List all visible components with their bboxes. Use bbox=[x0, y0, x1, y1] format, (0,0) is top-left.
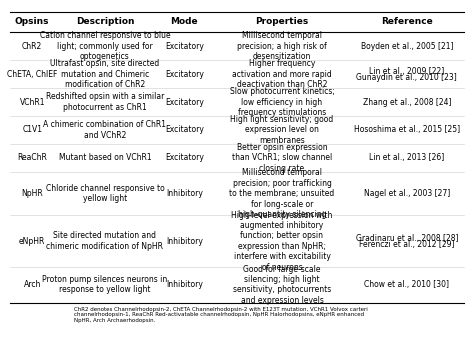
Bar bbox=[9, 116, 464, 144]
Bar bbox=[9, 215, 464, 267]
Text: Chow et al., 2010 [30]: Chow et al., 2010 [30] bbox=[365, 280, 449, 289]
Text: Ultrafast opsin, site directed
mutation and Chimeric
modification of ChR2: Ultrafast opsin, site directed mutation … bbox=[50, 59, 160, 89]
Text: Inhibitory: Inhibitory bbox=[166, 237, 203, 246]
Text: ReaChR: ReaChR bbox=[18, 154, 47, 162]
Text: eNpHR: eNpHR bbox=[19, 237, 46, 246]
Text: Mode: Mode bbox=[171, 17, 198, 27]
Text: Excitatory: Excitatory bbox=[165, 70, 204, 79]
Text: Proton pump silences neurons in
response to yellow light: Proton pump silences neurons in response… bbox=[42, 275, 167, 294]
Text: ChR2: ChR2 bbox=[22, 42, 42, 51]
Text: Millisecond temporal
precision; poor trafficking
to the membrane; unsuited
for l: Millisecond temporal precision; poor tra… bbox=[229, 168, 335, 219]
Text: VChR1: VChR1 bbox=[19, 98, 45, 107]
Text: Reference: Reference bbox=[381, 17, 433, 27]
Bar bbox=[9, 144, 464, 172]
Text: Slow photocurrent kinetics;
low efficiency in high
frequency stimulations: Slow photocurrent kinetics; low efficien… bbox=[229, 87, 334, 117]
Text: Millisecond temporal
precision; a high risk of
desensitization: Millisecond temporal precision; a high r… bbox=[237, 31, 327, 61]
Text: Cation channel responsive to blue
light; commonly used for
optogenetics: Cation channel responsive to blue light;… bbox=[39, 31, 170, 61]
Bar bbox=[9, 12, 464, 32]
Text: A chimeric combination of ChR1
and VChR2: A chimeric combination of ChR1 and VChR2 bbox=[44, 120, 166, 140]
Text: Lin et al., 2009 [22]: Lin et al., 2009 [22] bbox=[369, 67, 445, 76]
Text: Hososhima et al., 2015 [25]: Hososhima et al., 2015 [25] bbox=[354, 126, 460, 135]
Text: Redshifted opsin with a similar
photocurrent as ChR1: Redshifted opsin with a similar photocur… bbox=[46, 92, 164, 112]
Text: Inhibitory: Inhibitory bbox=[166, 189, 203, 198]
Bar bbox=[9, 172, 464, 215]
Text: Excitatory: Excitatory bbox=[165, 98, 204, 107]
Text: High-level expression with
augmented inhibitory
function; better opsin
expressio: High-level expression with augmented inh… bbox=[231, 210, 333, 272]
Text: Arch: Arch bbox=[24, 280, 41, 289]
Text: Better opsin expression
than VChR1; slow channel
closing rate: Better opsin expression than VChR1; slow… bbox=[232, 143, 332, 173]
Text: Zhang et al., 2008 [24]: Zhang et al., 2008 [24] bbox=[363, 98, 451, 107]
Text: Inhibitory: Inhibitory bbox=[166, 280, 203, 289]
Text: C1V1: C1V1 bbox=[22, 126, 42, 135]
Text: Gunaydin et al., 2010 [23]: Gunaydin et al., 2010 [23] bbox=[356, 73, 457, 82]
Text: Boyden et al., 2005 [21]: Boyden et al., 2005 [21] bbox=[361, 42, 453, 51]
Text: Higher frequency
activation and more rapid
deactivation than ChR2: Higher frequency activation and more rap… bbox=[232, 59, 332, 89]
Text: Lin et al., 2013 [26]: Lin et al., 2013 [26] bbox=[369, 154, 445, 162]
Text: Chloride channel responsive to
yellow light: Chloride channel responsive to yellow li… bbox=[46, 184, 164, 203]
Text: Excitatory: Excitatory bbox=[165, 154, 204, 162]
Text: Nagel et al., 2003 [27]: Nagel et al., 2003 [27] bbox=[364, 189, 450, 198]
Text: Site directed mutation and
chimeric modification of NpHR: Site directed mutation and chimeric modi… bbox=[46, 231, 164, 251]
Text: High light sensitivity; good
expression level on
membranes: High light sensitivity; good expression … bbox=[230, 115, 334, 145]
Text: Excitatory: Excitatory bbox=[165, 126, 204, 135]
Bar bbox=[9, 88, 464, 116]
Text: ChETA, ChIEF: ChETA, ChIEF bbox=[7, 70, 57, 79]
Bar bbox=[9, 60, 464, 88]
Text: ChR2 denotes Channelrhodopsin-2, ChETA Channelrhodopsin-2 with E123T mutation, V: ChR2 denotes Channelrhodopsin-2, ChETA C… bbox=[74, 307, 368, 323]
Text: Opsins: Opsins bbox=[15, 17, 49, 27]
Text: Gradinaru et al., 2008 [28]: Gradinaru et al., 2008 [28] bbox=[356, 234, 458, 243]
Text: Description: Description bbox=[76, 17, 134, 27]
Bar bbox=[9, 267, 464, 303]
Bar bbox=[9, 32, 464, 60]
Text: NpHR: NpHR bbox=[21, 189, 43, 198]
Text: Mutant based on VChR1: Mutant based on VChR1 bbox=[59, 154, 151, 162]
Text: Excitatory: Excitatory bbox=[165, 42, 204, 51]
Text: Ferenczi et al., 2012 [29]: Ferenczi et al., 2012 [29] bbox=[359, 240, 455, 249]
Text: Good for large-scale
silencing; high light
sensitivity, photocurrents
and expres: Good for large-scale silencing; high lig… bbox=[233, 265, 331, 305]
Text: Properties: Properties bbox=[255, 17, 309, 27]
